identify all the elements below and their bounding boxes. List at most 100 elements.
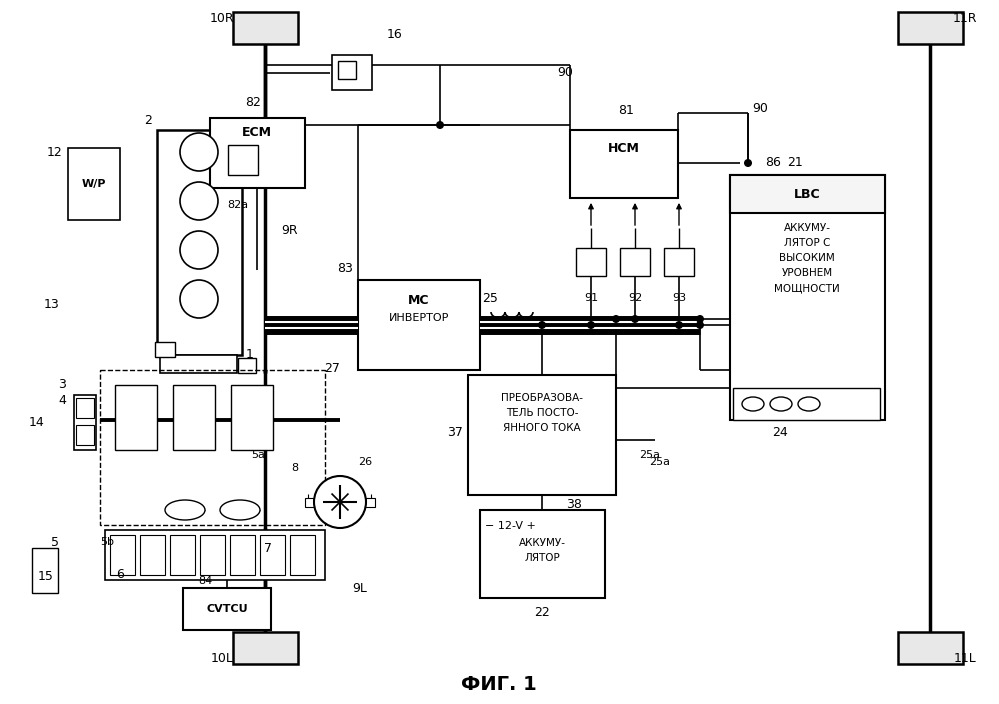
Text: 16: 16 [388, 28, 403, 42]
Text: АККУМУ-: АККУМУ- [518, 538, 565, 548]
Bar [730, 175, 885, 420]
Text: 1: 1 [246, 348, 254, 361]
Bar [305, 498, 375, 507]
Circle shape [538, 321, 546, 329]
Text: МС: МС [409, 294, 430, 306]
Circle shape [180, 280, 218, 318]
Bar [210, 118, 305, 188]
Circle shape [696, 321, 704, 329]
Text: ЛЯТОР: ЛЯТОР [524, 553, 559, 563]
Circle shape [436, 121, 444, 129]
Text: 4: 4 [58, 394, 66, 406]
Text: 26: 26 [358, 457, 372, 467]
Bar [260, 535, 285, 575]
Text: 21: 21 [787, 156, 803, 168]
Bar [233, 12, 298, 44]
Circle shape [314, 476, 366, 528]
Text: 25a: 25a [649, 457, 670, 467]
Text: 90: 90 [752, 101, 768, 115]
Text: ПРЕОБРАЗОВА-: ПРЕОБРАЗОВА- [501, 393, 583, 403]
Bar [155, 342, 175, 357]
Circle shape [612, 315, 620, 323]
Circle shape [631, 315, 639, 323]
Text: 27: 27 [324, 361, 340, 375]
Bar [733, 388, 880, 420]
Bar [231, 385, 273, 450]
Text: ECM: ECM [242, 127, 272, 139]
Bar [570, 130, 678, 198]
Text: МОЩНОСТИ: МОЩНОСТИ [774, 283, 840, 293]
Bar [183, 588, 271, 630]
Text: 91: 91 [584, 293, 598, 303]
Text: 5a: 5a [251, 450, 265, 460]
Text: АККУМУ-: АККУМУ- [783, 223, 830, 233]
Text: ЛЯТОР С: ЛЯТОР С [784, 238, 830, 248]
Bar [898, 632, 963, 664]
Text: ВЫСОКИМ: ВЫСОКИМ [779, 253, 835, 263]
Bar [898, 12, 963, 44]
Circle shape [744, 159, 752, 167]
Bar [230, 535, 255, 575]
Text: 10R: 10R [210, 11, 235, 25]
Ellipse shape [220, 500, 260, 520]
Text: W/P: W/P [82, 179, 106, 189]
Text: ИНВЕРТОР: ИНВЕРТОР [389, 313, 450, 323]
Text: 11R: 11R [953, 11, 977, 25]
Text: 13: 13 [44, 298, 60, 311]
Text: ТЕЛЬ ПОСТО-: ТЕЛЬ ПОСТО- [505, 408, 578, 418]
Text: 92: 92 [628, 293, 642, 303]
Text: 25a: 25a [639, 450, 660, 460]
Circle shape [180, 182, 218, 220]
Bar [576, 248, 606, 276]
Bar [173, 385, 215, 450]
Bar [160, 355, 237, 373]
Text: 10L: 10L [211, 651, 234, 665]
Text: 90: 90 [557, 65, 573, 79]
Text: LBC: LBC [793, 187, 820, 201]
Text: 86: 86 [765, 156, 781, 170]
Bar [228, 145, 258, 175]
Circle shape [675, 321, 683, 329]
Text: 7: 7 [264, 541, 272, 555]
Ellipse shape [798, 397, 820, 411]
Circle shape [180, 133, 218, 171]
Circle shape [587, 321, 595, 329]
Text: УРОВНЕМ: УРОВНЕМ [781, 268, 832, 278]
Bar [170, 535, 195, 575]
Ellipse shape [165, 500, 205, 520]
Bar [105, 530, 325, 580]
Bar [468, 375, 616, 495]
Bar [358, 280, 480, 370]
Text: 38: 38 [566, 498, 582, 510]
Bar [238, 358, 256, 373]
Bar [233, 632, 298, 664]
Text: 82: 82 [245, 96, 261, 110]
Text: 9R: 9R [282, 223, 299, 237]
Text: CVTCU: CVTCU [206, 604, 248, 614]
Text: 9L: 9L [353, 582, 368, 594]
Text: 2: 2 [144, 113, 152, 127]
Bar [110, 535, 135, 575]
Text: 25: 25 [483, 291, 498, 305]
Text: 8: 8 [292, 463, 299, 473]
Text: 82a: 82a [228, 200, 249, 210]
Text: 14: 14 [29, 415, 45, 429]
Text: 5b: 5b [100, 537, 114, 547]
Bar [157, 130, 242, 355]
Bar [76, 398, 94, 418]
Text: 11L: 11L [954, 651, 976, 665]
Text: 84: 84 [198, 576, 212, 586]
Bar [200, 535, 225, 575]
Bar [664, 248, 694, 276]
Ellipse shape [742, 397, 764, 411]
Bar [140, 535, 165, 575]
Circle shape [180, 231, 218, 269]
Bar [68, 148, 120, 220]
Bar [620, 248, 650, 276]
Bar [480, 510, 605, 598]
Bar [74, 395, 96, 450]
Text: − 12-V +: − 12-V + [485, 521, 535, 531]
Text: ЯННОГО ТОКА: ЯННОГО ТОКА [503, 423, 580, 433]
Text: 81: 81 [618, 103, 634, 116]
Bar [338, 61, 356, 79]
